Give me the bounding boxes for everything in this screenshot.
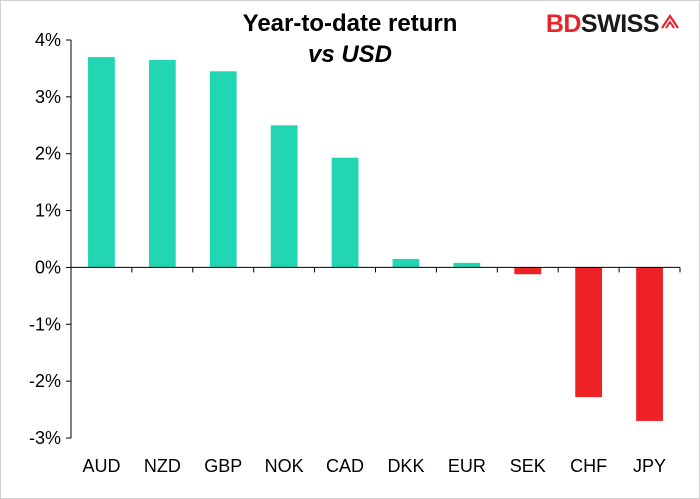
x-category-label: JPY [633, 456, 666, 476]
x-category-label: EUR [448, 456, 486, 476]
bar-jpy [636, 267, 663, 421]
x-category-label: NOK [265, 456, 304, 476]
logo-chevron-icon [661, 14, 679, 29]
x-category-label: DKK [387, 456, 424, 476]
logo-swiss-text: SWISS [580, 10, 660, 38]
x-category-label: CAD [326, 456, 364, 476]
y-tick-label: 2% [35, 144, 61, 164]
chart-title: Year-to-date return [242, 10, 458, 37]
bar-sek [514, 267, 542, 275]
chart-title-block: Year-to-date return vs USD [0, 8, 700, 70]
y-tick-label: 0% [35, 257, 61, 277]
y-tick-label: 4% [35, 30, 61, 50]
bar-eur [453, 262, 481, 268]
x-category-label: NZD [144, 456, 181, 476]
bar-dkk [392, 258, 420, 268]
bar-nzd [148, 59, 176, 268]
chart-subtitle: vs USD [307, 41, 393, 68]
x-category-label: AUD [82, 456, 120, 476]
logo-bd-text: BD [545, 10, 582, 38]
x-category-label: GBP [204, 456, 242, 476]
bar-chf [575, 267, 603, 398]
bar-gbp [209, 71, 237, 268]
y-tick-label: -2% [29, 371, 61, 391]
x-category-label: SEK [510, 456, 546, 476]
y-tick-label: -3% [29, 428, 61, 448]
y-tick-label: 1% [35, 201, 61, 221]
bar-cad [331, 157, 359, 268]
bar-nok [270, 125, 298, 268]
bar-aud [88, 57, 115, 268]
x-category-label: CHF [570, 456, 607, 476]
y-tick-label: 3% [35, 87, 61, 107]
y-tick-label: -1% [29, 314, 61, 334]
brand-logo: BDSWISS [546, 10, 680, 39]
